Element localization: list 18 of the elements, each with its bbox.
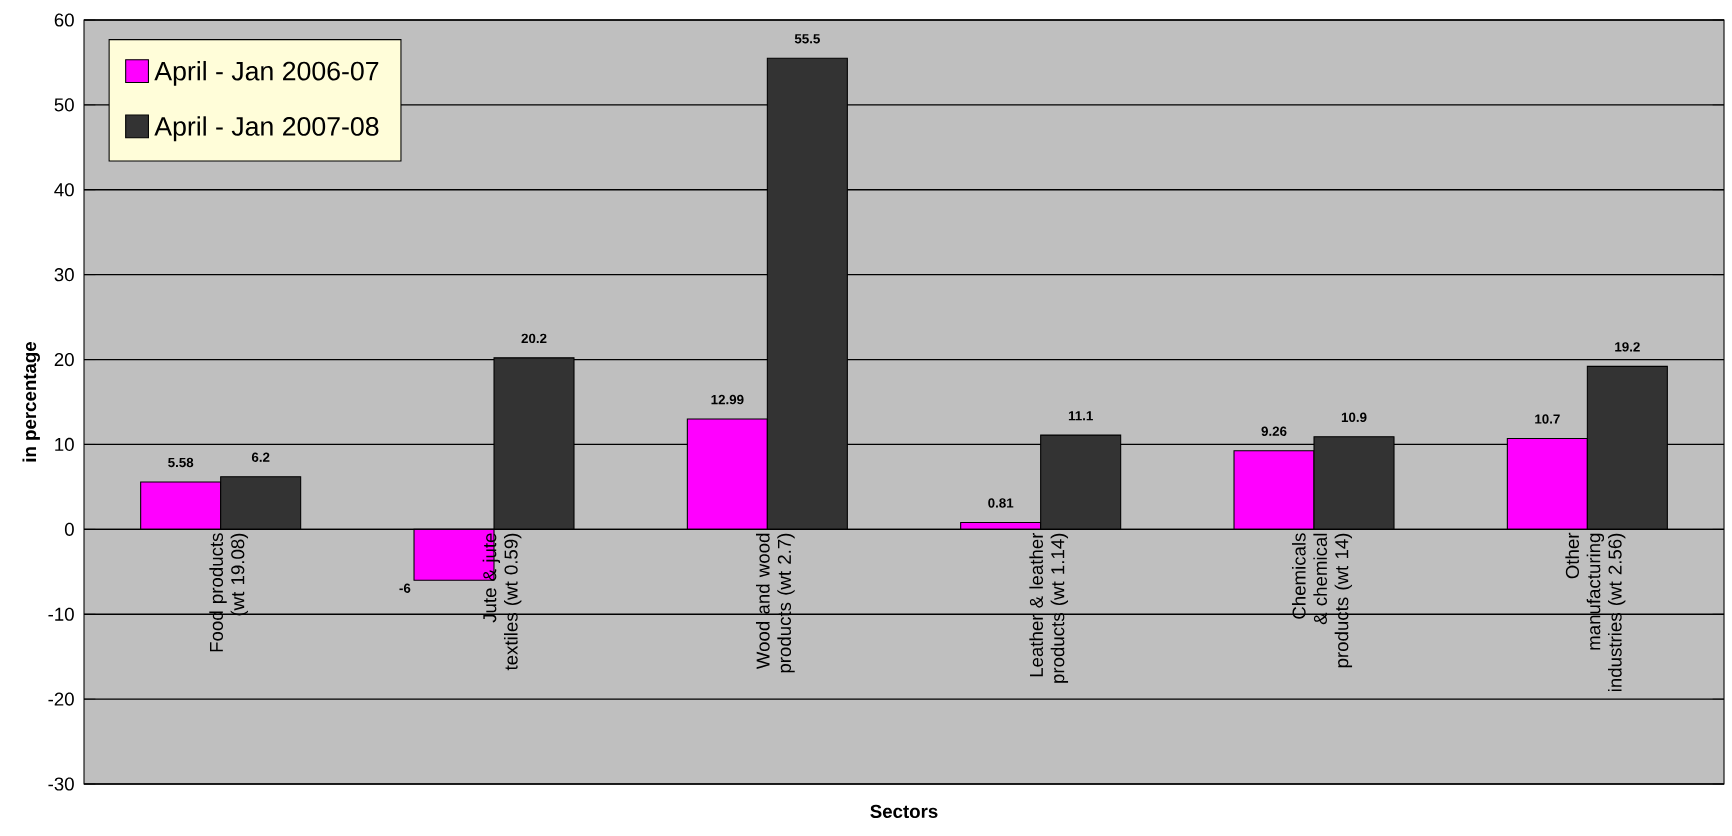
y-tick-label: 40	[54, 183, 74, 197]
y-tick-label: 50	[54, 98, 74, 112]
x-axis-title: Sectors	[870, 804, 938, 818]
legend-label: April - Jan 2006-07	[154, 60, 379, 86]
y-tick-label: 30	[54, 268, 74, 282]
x-tick-label: Wood and wood products (wt 2.7)	[755, 533, 795, 673]
y-tick-label: 10	[55, 437, 74, 452]
x-tick-label: Leather & leather products (wt 1.14)	[1029, 532, 1069, 683]
y-tick-label: -10	[48, 607, 74, 621]
y-tick-label: 0	[64, 522, 74, 536]
x-tick-label: Jute & jute textiles (wt 0.59)	[482, 533, 522, 671]
y-tick-label: 20	[54, 352, 74, 367]
legend-label: April - Jan 2007-08	[154, 116, 379, 142]
y-tick-label: -30	[48, 777, 74, 791]
y-axis-title: in percentage	[22, 341, 40, 462]
y-tick-label: -20	[48, 692, 74, 706]
y-tick-label: 60	[54, 13, 74, 27]
x-tick-label: Other manufacturing industries (wt 2.56)	[1565, 532, 1626, 692]
